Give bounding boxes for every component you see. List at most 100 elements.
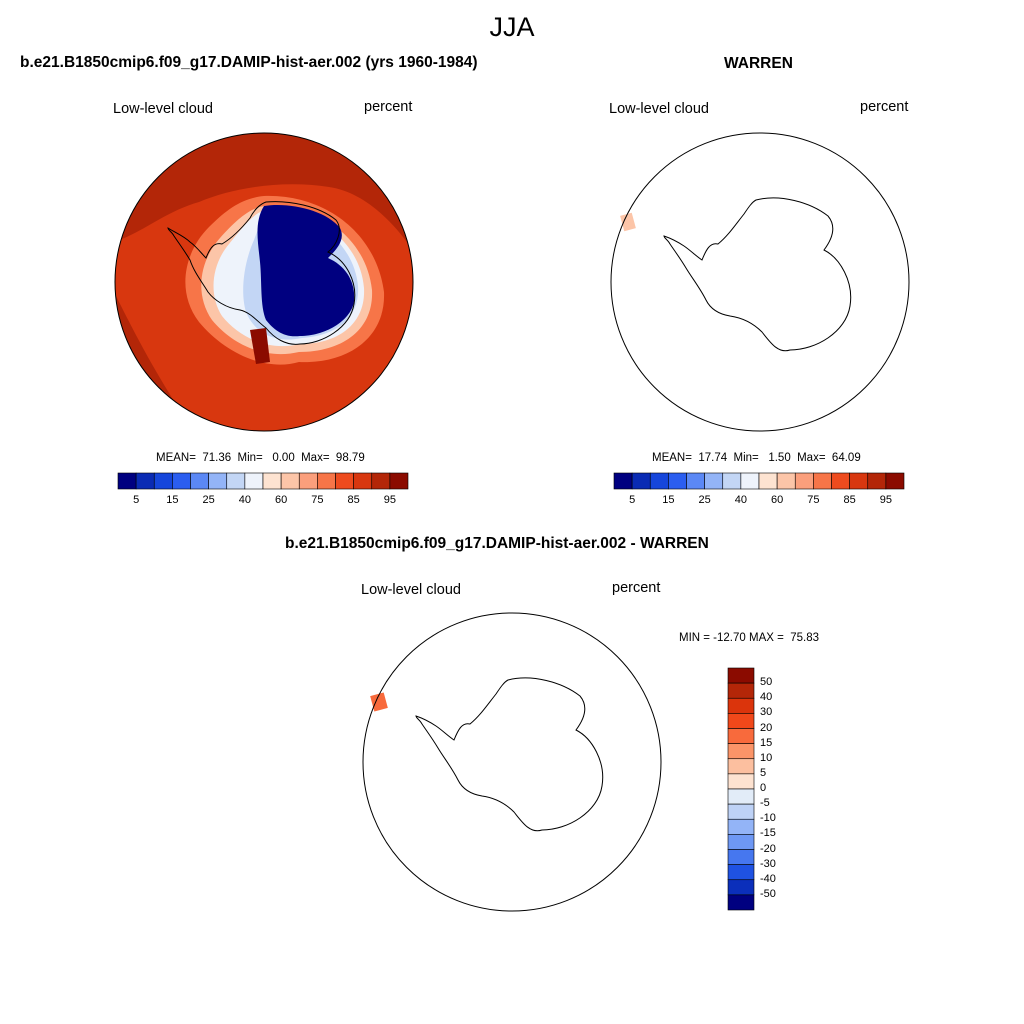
colorbar-tick-label: 30 [760, 706, 773, 719]
field-darkred-spot [250, 328, 270, 364]
panel2-colorbar [613, 472, 905, 490]
colorbar-tick-label: -5 [760, 797, 770, 810]
colorbar-box [727, 758, 755, 775]
colorbar-box [153, 472, 173, 490]
colorbar-tick-label: 60 [771, 494, 784, 506]
colorbar-tick-label: 25 [698, 494, 711, 506]
colorbar-box [727, 697, 755, 714]
colorbar-box [668, 472, 687, 490]
colorbar-box [371, 472, 391, 490]
colorbar-box [885, 472, 905, 490]
main-title: JJA [489, 12, 535, 42]
colorbar-tick-label: 0 [760, 782, 767, 794]
colorbar-box [317, 472, 336, 490]
colorbar-box [613, 472, 633, 490]
panel3-colorbar-ticks: 50 40 30 20 15 10 5 0 -5 -10 -15 -20 -30 -40 -50 [760, 668, 800, 910]
panel3-map [362, 612, 662, 912]
colorbar-box [727, 864, 755, 881]
colorbar-tick-label: 25 [202, 494, 215, 506]
colorbar-box [727, 773, 755, 790]
colorbar-tick-label: 95 [879, 494, 892, 506]
colorbar-box [280, 472, 300, 490]
colorbar-tick-label: 5 [133, 494, 140, 506]
field-dark-core [257, 204, 355, 337]
colorbar-tick-label: 50 [760, 676, 773, 689]
colorbar-tick-label: 5 [629, 494, 636, 506]
colorbar-box [686, 472, 705, 490]
colorbar-box [172, 472, 191, 490]
map-boundary [610, 132, 910, 432]
colorbar-tick-label: 85 [843, 494, 856, 506]
map-boundary [362, 612, 662, 912]
data-patch [620, 212, 636, 232]
colorbar-tick-label: 75 [807, 494, 820, 506]
colorbar-box [867, 472, 887, 490]
colorbar-box [117, 472, 137, 490]
panel3-units-label: percent [612, 580, 661, 596]
panel2-units-label: percent [860, 99, 909, 115]
colorbar-box [727, 728, 755, 744]
colorbar-box [389, 472, 409, 490]
colorbar-box [849, 472, 869, 490]
colorbar-box [353, 472, 373, 490]
panel2-title: WARREN [724, 55, 793, 72]
colorbar-box [298, 472, 318, 490]
panel3-title: b.e21.B1850cmip6.f09_g17.DAMIP-hist-aer.… [285, 535, 709, 552]
panel2-variable-label: Low-level cloud [609, 101, 709, 117]
colorbar-box [727, 667, 755, 684]
colorbar-box [758, 472, 778, 490]
colorbar-box [190, 472, 209, 490]
colorbar-tick-label: 40 [734, 494, 747, 506]
antarctica-coastline [415, 677, 604, 832]
colorbar-tick-label: 60 [275, 494, 288, 506]
colorbar-box [727, 713, 755, 729]
colorbar-box [831, 472, 850, 490]
colorbar-box [631, 472, 651, 490]
colorbar-box [649, 472, 669, 490]
panel1-colorbar [117, 472, 409, 490]
colorbar-tick-label: 15 [166, 494, 179, 506]
colorbar-box [262, 472, 282, 490]
colorbar-box [704, 472, 724, 490]
panel2-map [610, 132, 910, 432]
field-dark-band [115, 133, 413, 252]
panel3-stats: MIN = -12.70 MAX = 75.83 [679, 632, 819, 644]
map-boundary [114, 132, 414, 432]
colorbar-tick-label: -30 [760, 857, 776, 870]
panel1-map [114, 132, 414, 432]
colorbar-tick-label: 15 [760, 736, 773, 749]
colorbar-box [244, 472, 264, 490]
colorbar-box [226, 472, 246, 490]
colorbar-tick-label: 20 [760, 721, 773, 734]
colorbar-tick-label: -10 [760, 812, 776, 825]
colorbar-tick-label: 85 [347, 494, 360, 506]
panel2-colorbar-ticks: 5 15 25 40 60 75 85 95 [614, 494, 904, 508]
panel1-title: b.e21.B1850cmip6.f09_g17.DAMIP-hist-aer.… [20, 54, 478, 71]
colorbar-box [727, 849, 755, 865]
antarctica-coastline [663, 197, 852, 352]
colorbar-tick-label: -20 [760, 842, 776, 855]
colorbar-box [794, 472, 814, 490]
colorbar-tick-label: -40 [760, 872, 776, 885]
panel1-variable-label: Low-level cloud [113, 101, 213, 117]
colorbar-box [727, 894, 755, 911]
colorbar-box [727, 834, 755, 850]
colorbar-box [727, 788, 755, 805]
colorbar-box [727, 743, 755, 760]
panel2-stats: MEAN= 17.74 Min= 1.50 Max= 64.09 [652, 452, 861, 464]
colorbar-tick-label: 5 [760, 766, 767, 779]
colorbar-tick-label: -50 [760, 887, 776, 900]
colorbar-box [813, 472, 832, 490]
colorbar-box [776, 472, 796, 490]
colorbar-box [727, 818, 755, 835]
colorbar-box [727, 879, 755, 896]
colorbar-box [135, 472, 155, 490]
panel3-colorbar [727, 667, 755, 911]
panel1-units-label: percent [364, 99, 413, 115]
panel1-stats: MEAN= 71.36 Min= 0.00 Max= 98.79 [156, 452, 365, 464]
colorbar-box [740, 472, 760, 490]
colorbar-box [335, 472, 354, 490]
colorbar-tick-label: 10 [760, 751, 773, 764]
panel1-colorbar-ticks: 5 15 25 40 60 75 85 95 [118, 494, 408, 508]
colorbar-box [208, 472, 228, 490]
